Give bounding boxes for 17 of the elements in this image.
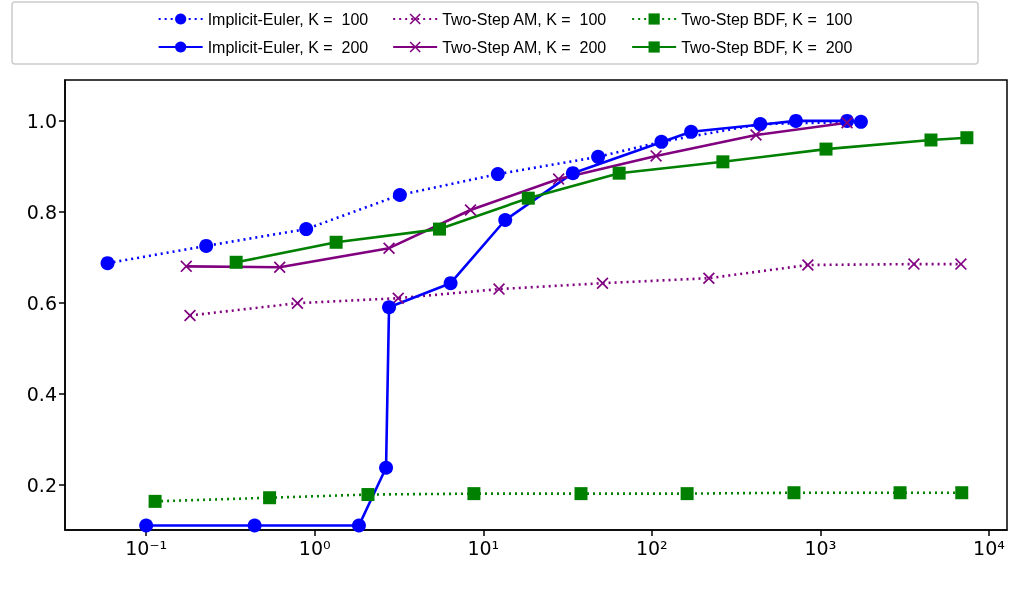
y-tick-label: 0.8 <box>26 200 57 223</box>
x-tick-label: 10³ <box>804 536 837 559</box>
y-tick-label: 0.6 <box>26 291 57 314</box>
y-tick-label: 1.0 <box>26 109 57 132</box>
x-tick-label: 10⁻¹ <box>125 536 168 559</box>
legend-label: Implicit-Euler, K = 100 <box>207 10 369 28</box>
x-tick-label: 10¹ <box>467 536 500 559</box>
legend-label: Two-Step BDF, K = 200 <box>681 38 853 56</box>
y-tick-label: 0.4 <box>26 382 57 405</box>
x-tick-label: 10⁰ <box>298 536 331 559</box>
legend-label: Two-Step BDF, K = 100 <box>681 10 853 28</box>
y-tick-label: 0.2 <box>26 473 57 496</box>
x-tick-label: 10⁴ <box>973 536 1006 559</box>
legend-label: Two-Step AM, K = 100 <box>442 10 607 28</box>
legend-label: Implicit-Euler, K = 200 <box>207 38 369 56</box>
legend-label: Two-Step AM, K = 200 <box>442 38 607 56</box>
x-tick-label: 10² <box>635 536 668 559</box>
